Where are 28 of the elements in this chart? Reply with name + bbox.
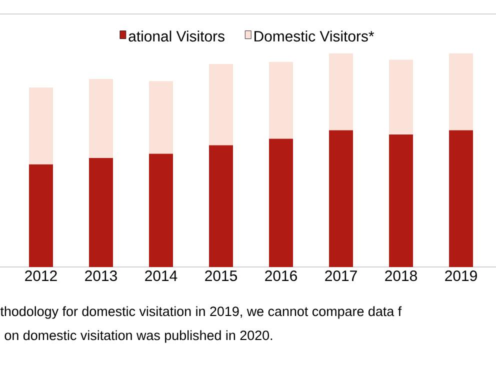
x-tick-label: 2019 (445, 270, 477, 282)
bar (88, 158, 113, 267)
text: on domestic visitation was published in 2020. (4, 330, 272, 343)
bar (209, 64, 234, 146)
bar (269, 138, 294, 267)
x-tick-label: 2015 (205, 270, 237, 282)
bar (269, 62, 294, 139)
bar (148, 154, 173, 267)
bar (88, 78, 113, 158)
legend-label: ational Visitors (128, 30, 224, 42)
x-tick-label: 2013 (85, 270, 117, 282)
bar (209, 145, 234, 267)
bar (389, 134, 414, 267)
bar (449, 53, 474, 130)
x-tick-label: 2014 (145, 270, 178, 282)
legend-label: Domestic Visitors* (254, 30, 374, 42)
bar (329, 130, 354, 267)
bar (28, 88, 53, 164)
x-tick-label: 2017 (325, 270, 357, 282)
bar (329, 53, 354, 130)
x-tick-label: 2016 (265, 270, 297, 282)
bar (389, 60, 414, 135)
bar (148, 81, 173, 154)
text: thodology for domestic visitation in 2019, we cannot compare data f (0, 306, 402, 319)
x-tick-label: 2018 (385, 270, 417, 282)
bar (28, 164, 53, 267)
bar (449, 130, 474, 267)
x-tick-label: 2012 (25, 270, 57, 282)
